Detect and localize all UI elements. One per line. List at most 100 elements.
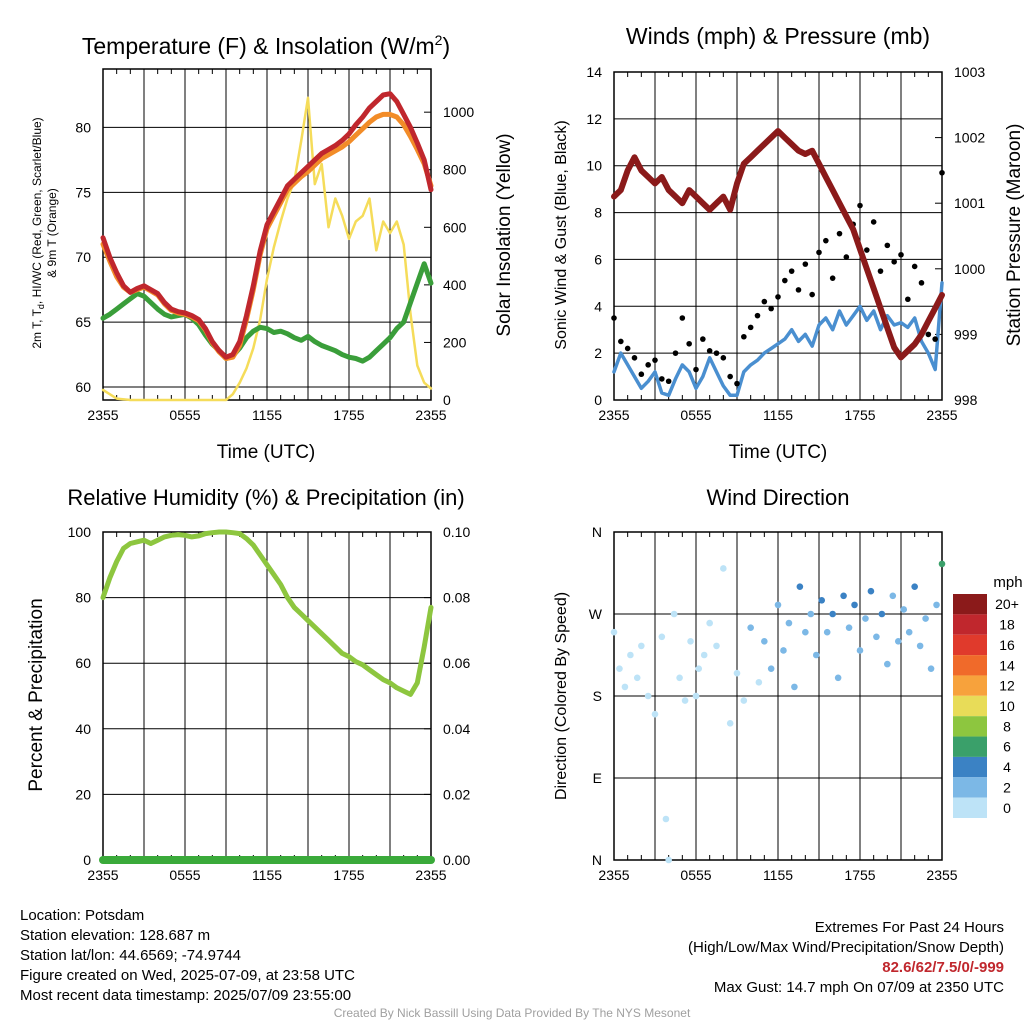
gust-point <box>645 362 651 368</box>
winds-ylabel-right: Station Pressure (Maroon) <box>1004 124 1024 347</box>
temp-x-tick-label: 2355 <box>415 407 446 423</box>
winds-xlabel: Time (UTC) <box>729 442 828 463</box>
humidity-y-right-tick-label: 0.04 <box>443 721 470 737</box>
temperature-ylabel-left-line2: & 9m T (Orange) <box>45 188 59 278</box>
legend-swatch <box>953 716 987 737</box>
direction-point <box>845 624 853 631</box>
winds-y-tick-label: 8 <box>594 205 602 221</box>
temp-y-right-tick-label: 600 <box>443 219 467 235</box>
direction-point <box>812 651 820 659</box>
direction-point <box>938 560 946 568</box>
gust-point <box>741 333 747 340</box>
direction-point <box>687 638 694 645</box>
direction-x-tick-label: 0555 <box>680 867 711 883</box>
direction-point <box>747 624 754 631</box>
winds-panel: 2355 0555 1155 1755 235502468101214998999100… <box>586 64 985 423</box>
winds-y-right-tick-label: 998 <box>954 392 978 408</box>
winds-y-right-tick-label: 1001 <box>954 195 985 211</box>
gust-point <box>659 376 665 382</box>
direction-x-tick-label: 2355 <box>926 867 957 883</box>
humidity-y-tick-label: 40 <box>75 721 91 737</box>
legend-swatch <box>953 777 987 798</box>
humidity-ylabel-left: Percent & Precipitation <box>26 598 47 791</box>
legend-swatch <box>953 614 987 635</box>
direction-point <box>695 665 703 672</box>
temp-y-tick-label: 65 <box>75 314 91 330</box>
gust-point <box>870 219 877 225</box>
temperature-ylabel-left: 2m T, Td, HI/WC (Red, Green, Scarlet/Blu… <box>30 117 46 348</box>
winds-frame <box>613 71 943 401</box>
max-gust: Max Gust: 14.7 mph On 07/09 at 2350 UTC <box>713 979 1004 996</box>
humidity-y-tick-label: 20 <box>75 786 91 802</box>
direction-point <box>911 583 918 590</box>
direction-point <box>692 692 700 700</box>
winds-x-tick-label: 2355 <box>598 407 629 423</box>
legend-label: 18 <box>999 617 1015 633</box>
direction-point <box>740 697 748 704</box>
humidity-x-tick-label: 0555 <box>169 867 200 883</box>
legend-label: 10 <box>999 698 1015 714</box>
legend-swatch <box>953 634 987 656</box>
direction-point <box>900 606 908 613</box>
gust-point <box>891 258 897 265</box>
humidity-y-tick-label: 60 <box>75 655 91 671</box>
direction-point <box>720 565 727 572</box>
gust-point <box>829 275 836 281</box>
legend-label: 14 <box>999 657 1015 673</box>
direction-point <box>733 669 741 677</box>
gust-point <box>631 355 638 361</box>
direction-point <box>761 638 768 645</box>
direction-point <box>713 642 720 650</box>
temperature-panel: 2355 0555 1155 1755 235560657075800200400600… <box>75 68 474 423</box>
legend-label: 2 <box>1003 779 1011 795</box>
gust-point <box>877 268 884 274</box>
direction-y-tick-label: W <box>589 606 603 622</box>
direction-point <box>894 638 902 645</box>
direction-y-tick-label: N <box>592 524 602 540</box>
humidity-y-tick-label: 0 <box>83 852 91 868</box>
gust-point <box>816 249 822 256</box>
direction-panel-title: Wind Direction <box>706 485 849 510</box>
gust-point <box>713 350 720 356</box>
direction-point <box>884 660 891 668</box>
legend-label: 0 <box>1003 800 1011 816</box>
direction-point <box>610 628 618 636</box>
gust-point <box>761 298 768 305</box>
gust-point <box>700 336 706 342</box>
direction-point <box>658 633 666 641</box>
direction-point <box>627 651 634 659</box>
gust-point <box>925 331 932 338</box>
legend-title: mph <box>993 574 1022 591</box>
legend-swatch <box>953 736 987 757</box>
direction-point <box>873 633 880 641</box>
winds-y-right-tick-label: 999 <box>954 326 978 342</box>
direction-point <box>767 665 775 672</box>
direction-point <box>829 610 836 618</box>
gust-point <box>857 202 863 209</box>
winds-y-tick-label: 2 <box>594 345 602 361</box>
gust-point <box>624 345 631 352</box>
sonic-wind-line <box>612 281 944 398</box>
direction-point <box>867 587 875 595</box>
temp-x-tick-label: 0555 <box>169 407 200 423</box>
gust-point <box>693 366 699 373</box>
extremes-title: Extremes For Past 24 Hours <box>814 919 1004 936</box>
direction-point <box>780 647 787 654</box>
direction-point <box>644 692 652 700</box>
direction-point <box>774 601 782 609</box>
direction-point <box>638 642 645 650</box>
temp-y-right-tick-label: 0 <box>443 392 451 408</box>
gust-point <box>836 230 843 237</box>
humidity-x-tick-label: 2355 <box>87 867 118 883</box>
gust-point <box>727 373 733 380</box>
temp-y-right-tick-label: 800 <box>443 162 467 178</box>
humidity-panel-title: Relative Humidity (%) & Precipitation (i… <box>67 485 464 510</box>
gust-point <box>686 340 692 347</box>
humidity-y-right-tick-label: 0.02 <box>443 786 470 802</box>
winds-ylabel-left: Sonic Wind & Gust (Blue, Black) <box>553 120 570 349</box>
gust-point <box>864 247 870 253</box>
direction-point <box>878 610 886 618</box>
humidity-y-right-tick-label: 0.10 <box>443 524 470 540</box>
gust-point <box>782 277 788 284</box>
